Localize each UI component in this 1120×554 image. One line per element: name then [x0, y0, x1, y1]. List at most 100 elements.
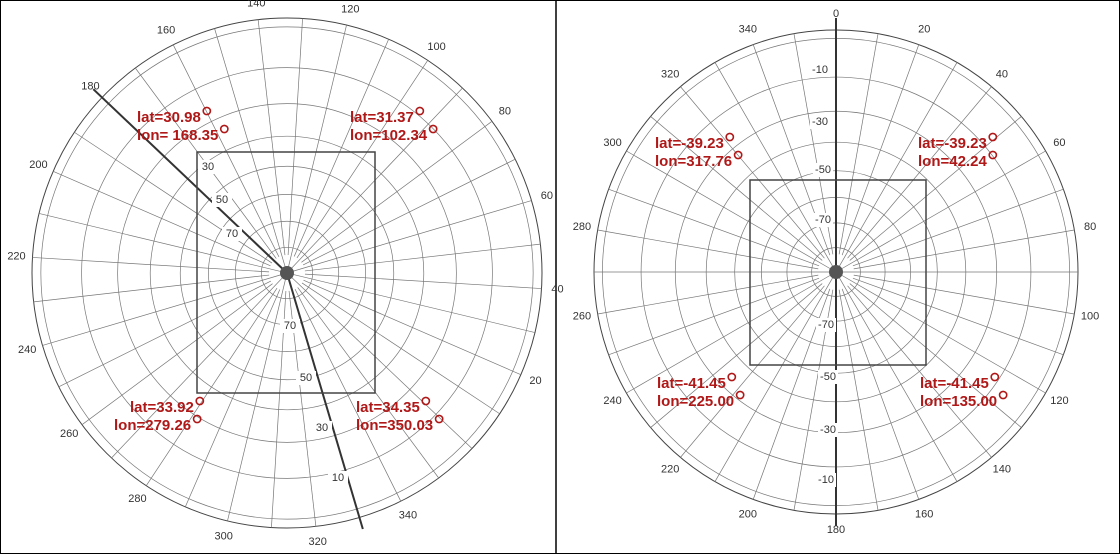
meridian	[626, 150, 833, 271]
longitude-label: 340	[739, 23, 757, 35]
longitude-label: 140	[247, 0, 265, 10]
longitude-label: 260	[573, 311, 591, 323]
latitude-label: -10	[818, 474, 834, 486]
meridian	[287, 24, 347, 270]
longitude-label: 80	[499, 106, 511, 118]
meridian	[841, 44, 920, 256]
meridian	[290, 200, 532, 273]
meridian	[145, 287, 278, 486]
meridian	[853, 229, 1075, 270]
corner-lon: lon=225.00	[657, 393, 734, 410]
meridian	[847, 285, 992, 458]
meridian	[289, 87, 463, 271]
meridian	[837, 275, 958, 482]
meridian	[838, 289, 879, 511]
meridian	[302, 158, 516, 266]
reference-meridian	[92, 88, 288, 274]
meridian	[227, 276, 287, 522]
meridian	[839, 150, 1046, 271]
meridian	[714, 62, 835, 269]
corner-lon: lon=350.03	[356, 417, 433, 434]
meridian	[650, 116, 823, 261]
meridian	[58, 280, 272, 388]
meridian	[257, 19, 286, 256]
reference-meridian	[286, 272, 364, 530]
meridian	[304, 243, 541, 272]
degree-mark	[733, 150, 743, 160]
label-backing	[818, 423, 838, 437]
meridian	[852, 188, 1064, 267]
label-backing	[222, 227, 242, 241]
label-backing	[810, 115, 830, 129]
latitude-label: 70	[284, 320, 296, 332]
meridian	[172, 44, 280, 258]
meridian	[608, 277, 820, 356]
longitude-label: 300	[603, 137, 621, 149]
label-backing	[328, 471, 348, 485]
degree-mark	[725, 132, 735, 142]
longitude-label: 120	[341, 3, 359, 15]
latitude-label: -30	[820, 424, 836, 436]
latitude-label: 10	[332, 472, 344, 484]
latitude-circle	[117, 103, 457, 443]
longitude-label: 160	[915, 508, 933, 520]
longitude-label: 320	[661, 68, 679, 80]
label-backing	[198, 160, 218, 174]
meridian	[74, 131, 273, 264]
meridian	[53, 170, 271, 267]
longitude-label: 260	[60, 428, 78, 440]
label-backing	[296, 371, 316, 385]
meridian	[714, 275, 835, 482]
meridian	[290, 273, 536, 333]
meridian	[303, 279, 521, 376]
longitude-label: 220	[661, 464, 679, 476]
longitude-label: 20	[529, 375, 541, 387]
meridian	[81, 283, 273, 425]
longitude-label: 300	[215, 530, 233, 542]
latitude-label: 30	[316, 422, 328, 434]
corner-lat: lat=-41.45	[657, 375, 726, 392]
meridian	[32, 257, 270, 273]
longitude-label: 200	[739, 508, 757, 520]
meridian	[849, 283, 1022, 428]
meridian	[608, 188, 820, 267]
longitude-label: 180	[827, 524, 845, 536]
meridian	[296, 60, 429, 259]
label-backing	[813, 163, 833, 177]
degree-mark	[434, 414, 444, 424]
corner-lon: lon=279.26	[114, 417, 191, 434]
latitude-circle	[40, 26, 534, 520]
degree-mark	[192, 414, 202, 424]
degree-mark	[988, 132, 998, 142]
meridian	[294, 288, 402, 502]
degree-mark	[735, 390, 745, 400]
longitude-label: 100	[1081, 311, 1099, 323]
meridian	[38, 213, 284, 273]
meridian	[838, 33, 879, 255]
latitude-circle	[260, 246, 314, 300]
corner-lat: lat=31.37	[350, 109, 414, 126]
corner-lat: lat=34.35	[356, 399, 420, 416]
meridian	[293, 39, 390, 257]
meridian	[837, 62, 958, 269]
longitude-label: 320	[308, 536, 326, 548]
degree-mark	[988, 150, 998, 160]
longitude-label: 160	[157, 24, 175, 36]
latitude-circle	[149, 135, 425, 411]
label-backing	[280, 319, 300, 333]
longitude-label: 40	[551, 283, 563, 295]
corner-lon: lon= 168.35	[137, 127, 218, 144]
longitude-label: 20	[918, 23, 930, 35]
longitude-label: 280	[128, 493, 146, 505]
longitude-label: 240	[603, 395, 621, 407]
degree-mark	[415, 106, 425, 116]
pole	[280, 266, 294, 280]
longitude-label: 140	[993, 464, 1011, 476]
longitude-label: 200	[29, 159, 47, 171]
corner-lat: lat=30.98	[137, 109, 201, 126]
meridian	[650, 283, 823, 428]
latitude-label: -50	[820, 371, 836, 383]
degree-mark	[219, 124, 229, 134]
